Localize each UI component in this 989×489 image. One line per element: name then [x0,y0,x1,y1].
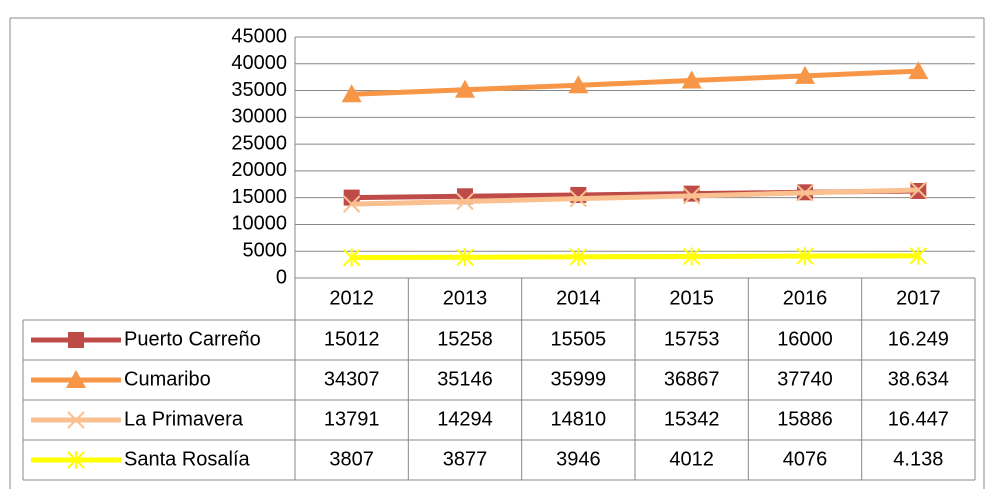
marker [908,61,929,80]
marker [795,65,815,84]
marker [796,247,814,266]
marker-shape [68,332,84,348]
marker-shape [796,184,814,202]
marker-shape [569,247,588,266]
table-value: 3877 [443,448,488,470]
marker [909,246,928,265]
x-tick-label: 2014 [556,287,601,309]
y-tick-label: 25000 [231,132,287,154]
table-value: 3946 [556,448,601,470]
table-value: 36867 [664,368,720,390]
x-tick-label: 2016 [783,287,828,309]
table-value: 16.447 [888,408,949,430]
x-tick-label: 2012 [329,287,374,309]
marker-shape [909,246,928,265]
marker [568,75,589,94]
legend-label: Puerto Carreño [124,328,261,350]
table-value: 3807 [329,448,374,470]
table-value: 15753 [664,328,720,350]
marker-shape [66,370,86,388]
marker [66,370,86,388]
marker [682,247,701,266]
series-line [351,187,919,207]
table-value: 15342 [664,408,720,430]
table-value: 4076 [783,448,828,470]
marker [456,248,474,267]
marker-shape [67,411,85,429]
y-tick-label: 20000 [231,159,287,181]
series-line [351,68,919,97]
table-value: 37740 [777,368,833,390]
marker-shape [796,247,814,266]
x-tick-label: 2017 [896,287,941,309]
y-tick-label: 15000 [231,186,287,208]
legend-label: La Primavera [124,408,244,430]
marker-shape [569,189,588,208]
legend-label: Santa Rosalía [124,448,251,470]
marker-shape [682,187,701,205]
table-value: 16.249 [888,328,949,350]
table-value: 15505 [551,328,607,350]
table-value: 14294 [437,408,493,430]
x-tick-label: 2013 [443,287,488,309]
marker-shape [342,248,361,267]
table-value: 15886 [777,408,833,430]
marker [67,411,85,429]
marker [681,70,702,89]
y-tick-label: 5000 [243,240,288,262]
y-tick-label: 40000 [231,52,287,74]
marker [455,79,475,98]
marker-shape [908,61,929,80]
marker-shape [342,195,361,213]
marker [68,332,84,348]
table-value: 35999 [551,368,607,390]
marker-shape [681,70,702,89]
marker [341,84,362,103]
marker-shape [341,84,362,103]
marker-shape [795,65,815,84]
marker [909,181,928,199]
series-line [351,253,919,261]
table-value: 38.634 [888,368,949,390]
marker-shape [455,79,475,98]
marker [342,195,361,213]
marker-shape [67,451,85,469]
marker [67,451,85,469]
y-tick-label: 0 [276,266,287,288]
marker-shape [568,75,589,94]
marker [342,248,361,267]
y-tick-label: 30000 [231,106,287,128]
table-value: 34307 [324,368,380,390]
table-value: 15012 [324,328,380,350]
table-value: 16000 [777,328,833,350]
marker [456,192,474,211]
table-value: 14810 [551,408,607,430]
legend-label: Cumaribo [124,368,211,390]
marker-shape [682,247,701,266]
marker [569,247,588,266]
table-value: 13791 [324,408,380,430]
marker-shape [456,192,474,211]
table-value: 4012 [669,448,714,470]
marker [682,187,701,205]
marker [796,184,814,202]
marker-shape [456,248,474,267]
y-tick-label: 35000 [231,79,287,101]
table-value: 4.138 [893,448,943,470]
table-value: 35146 [437,368,493,390]
y-tick-label: 10000 [231,213,287,235]
y-tick-label: 45000 [231,25,287,47]
marker [569,189,588,208]
x-tick-label: 2015 [669,287,714,309]
table-value: 15258 [437,328,493,350]
marker-shape [909,181,928,199]
